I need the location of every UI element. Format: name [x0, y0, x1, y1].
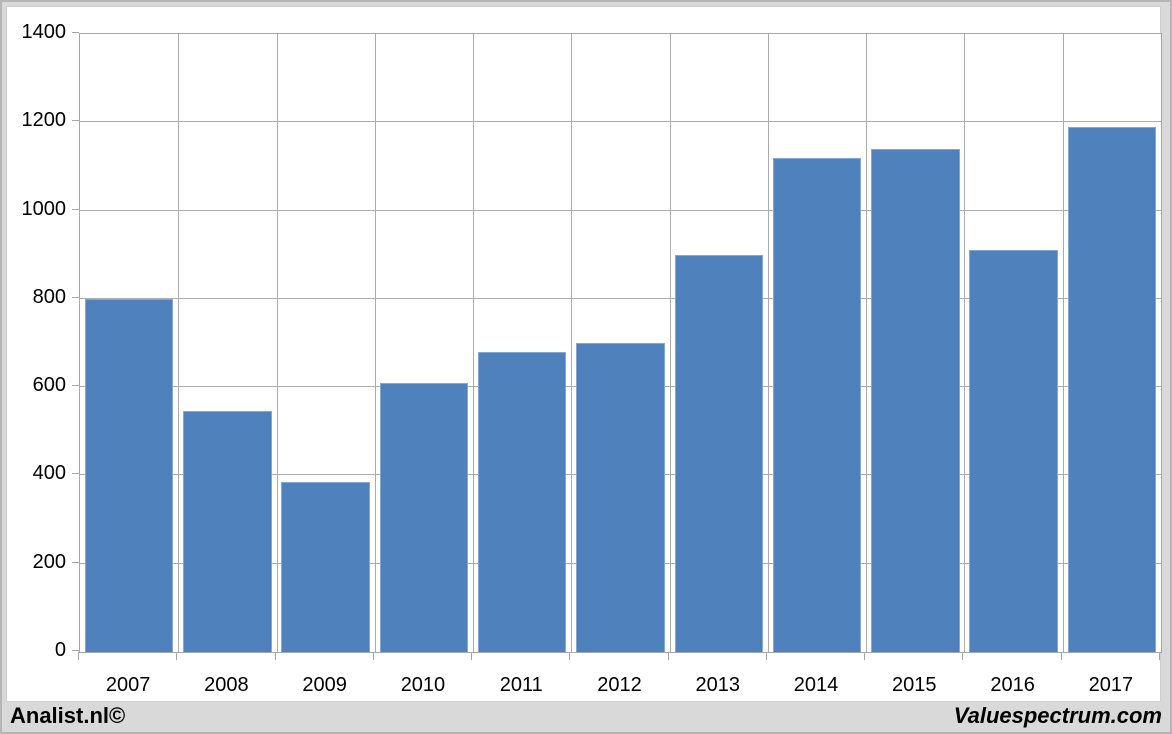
x-tick-11	[1159, 652, 1160, 660]
valuespectrum-credit: Valuespectrum.com	[953, 702, 1162, 728]
x-tick-1	[176, 652, 178, 660]
y-tick-600	[72, 385, 79, 387]
bar-2015	[871, 148, 960, 652]
x-axis-labels: 2007 2008 2009 2010 2011 2012 2013 2014 2015 2016…	[79, 671, 1160, 699]
x-label-2009: 2009	[302, 674, 347, 696]
x-label-2016: 2016	[990, 674, 1035, 696]
x-tick-6	[667, 652, 669, 660]
bar-2012	[576, 343, 665, 652]
bar-2013	[674, 254, 763, 652]
y-tick-200	[72, 561, 79, 563]
y-tick-label-400: 400	[32, 462, 66, 485]
x-label-2015: 2015	[892, 674, 937, 696]
y-tick-label-200: 200	[32, 550, 66, 573]
h-gridline-1000	[80, 209, 1161, 211]
v-gridline-8	[866, 34, 868, 652]
footer-bar: Analist.nl© Valuespectrum.com	[2, 701, 1170, 732]
x-tick-4	[471, 652, 473, 660]
v-gridline-2	[276, 34, 278, 652]
v-gridline-9	[964, 34, 966, 652]
y-tick-1400	[72, 32, 79, 33]
x-axis-ticks	[78, 652, 1160, 660]
chart-canvas: 0 200 400 600 800 1000 1200 1400 2007 2008 2009 20…	[6, 6, 1162, 702]
x-label-2007: 2007	[105, 674, 151, 696]
x-tick-2	[274, 652, 276, 660]
v-gridline-4	[473, 34, 475, 652]
y-tick-1000	[72, 208, 79, 210]
bar-2009	[281, 482, 370, 652]
x-label-2010: 2010	[400, 674, 446, 696]
x-tick-5	[569, 652, 571, 660]
v-gridline-7	[767, 34, 769, 652]
y-tick-1200	[72, 120, 79, 122]
h-gridline-800	[80, 297, 1161, 299]
x-label-2013: 2013	[695, 674, 741, 696]
x-tick-3	[372, 652, 374, 660]
x-label-2008: 2008	[204, 674, 249, 696]
y-tick-label-1400: 1400	[21, 21, 67, 44]
bar-2014	[772, 157, 862, 652]
y-tick-label-1000: 1000	[21, 197, 67, 220]
v-gridline-3	[374, 34, 376, 652]
y-tick-400	[72, 473, 79, 475]
v-gridline-10	[1062, 34, 1064, 652]
bar-2011	[478, 351, 567, 652]
bar-2017	[1067, 126, 1157, 652]
bar-2008	[183, 411, 272, 652]
y-tick-0	[72, 650, 79, 651]
x-label-2014: 2014	[793, 674, 839, 696]
bar-2016	[969, 250, 1058, 652]
bar-2007	[84, 298, 174, 652]
y-tick-label-0: 0	[54, 639, 66, 662]
v-gridline-6	[669, 34, 671, 652]
x-label-2012: 2012	[597, 674, 642, 696]
v-gridline-5	[571, 34, 573, 652]
x-tick-10	[1060, 652, 1062, 660]
x-tick-8	[864, 652, 866, 660]
x-tick-7	[765, 652, 767, 660]
x-tick-0	[78, 652, 79, 660]
h-gridline-1200	[80, 121, 1161, 123]
plot-area	[79, 33, 1162, 653]
analist-credit: Analist.nl©	[10, 702, 126, 728]
y-tick-label-600: 600	[32, 374, 66, 397]
y-tick-label-800: 800	[32, 285, 66, 308]
x-label-2017: 2017	[1088, 674, 1134, 696]
y-axis: 0 200 400 600 800 1000 1200 1400	[7, 21, 79, 661]
v-gridline-1	[178, 34, 180, 652]
x-label-2011: 2011	[499, 674, 543, 696]
y-tick-label-1200: 1200	[21, 109, 67, 132]
y-tick-800	[72, 296, 79, 298]
bar-2010	[379, 382, 469, 652]
x-tick-9	[962, 652, 964, 660]
